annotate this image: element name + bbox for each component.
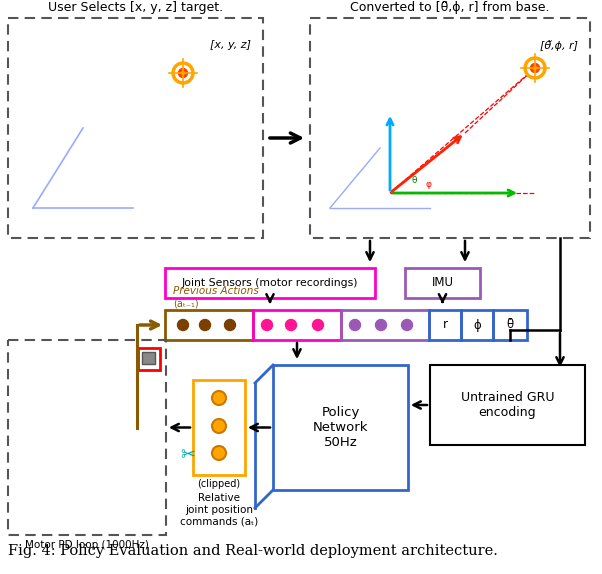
Bar xyxy=(341,310,429,340)
Text: (aₜ₋₁): (aₜ₋₁) xyxy=(173,298,199,308)
Circle shape xyxy=(376,320,386,331)
Text: ϕ: ϕ xyxy=(473,319,481,332)
Text: [x, y, z]: [x, y, z] xyxy=(210,40,251,50)
Text: Converted to [θ̃,ϕ, r] from base.: Converted to [θ̃,ϕ, r] from base. xyxy=(350,1,550,14)
Text: (clipped): (clipped) xyxy=(197,479,241,489)
Circle shape xyxy=(172,62,194,84)
Text: r: r xyxy=(442,319,447,332)
Circle shape xyxy=(199,320,211,331)
Bar xyxy=(142,352,155,364)
Circle shape xyxy=(524,57,546,79)
Circle shape xyxy=(530,64,539,72)
Text: Previous Actions: Previous Actions xyxy=(173,286,259,296)
Circle shape xyxy=(181,72,184,75)
Bar xyxy=(430,365,585,445)
Circle shape xyxy=(179,68,187,77)
Text: IMU: IMU xyxy=(432,277,453,289)
Text: θ: θ xyxy=(412,176,418,185)
Text: Motor PD loop (1000Hz): Motor PD loop (1000Hz) xyxy=(25,540,149,550)
Text: θ̃: θ̃ xyxy=(506,319,514,332)
Text: Fig. 4: Policy Evaluation and Real-world deployment architecture.: Fig. 4: Policy Evaluation and Real-world… xyxy=(8,544,498,558)
Circle shape xyxy=(212,391,226,405)
Circle shape xyxy=(212,446,226,460)
Text: Policy
Network
50Hz: Policy Network 50Hz xyxy=(313,406,368,449)
Circle shape xyxy=(350,320,361,331)
Text: Relative
joint position
commands (aₜ): Relative joint position commands (aₜ) xyxy=(180,493,258,526)
Bar xyxy=(493,310,527,340)
Bar xyxy=(310,18,590,238)
Bar xyxy=(8,18,263,238)
Circle shape xyxy=(527,60,542,76)
Text: ✂: ✂ xyxy=(181,446,196,464)
Circle shape xyxy=(176,65,190,80)
Bar xyxy=(138,348,160,370)
Bar xyxy=(193,380,245,475)
Circle shape xyxy=(402,320,412,331)
Text: Joint Sensors (motor recordings): Joint Sensors (motor recordings) xyxy=(182,278,358,288)
Circle shape xyxy=(225,320,235,331)
Bar xyxy=(165,268,375,298)
Text: [θ̃,ϕ, r]: [θ̃,ϕ, r] xyxy=(540,40,578,51)
Circle shape xyxy=(312,320,323,331)
Circle shape xyxy=(533,67,536,69)
Text: φ: φ xyxy=(425,180,431,189)
Bar xyxy=(8,340,166,535)
Text: Untrained GRU
encoding: Untrained GRU encoding xyxy=(461,391,554,419)
Bar xyxy=(461,310,493,340)
Text: User Selects [x, y, z] target.: User Selects [x, y, z] target. xyxy=(48,1,223,14)
Circle shape xyxy=(285,320,297,331)
Circle shape xyxy=(178,320,188,331)
Bar xyxy=(405,268,480,298)
Bar xyxy=(253,310,341,340)
Circle shape xyxy=(212,419,226,433)
Bar xyxy=(429,310,461,340)
Bar xyxy=(165,310,253,340)
Circle shape xyxy=(261,320,273,331)
